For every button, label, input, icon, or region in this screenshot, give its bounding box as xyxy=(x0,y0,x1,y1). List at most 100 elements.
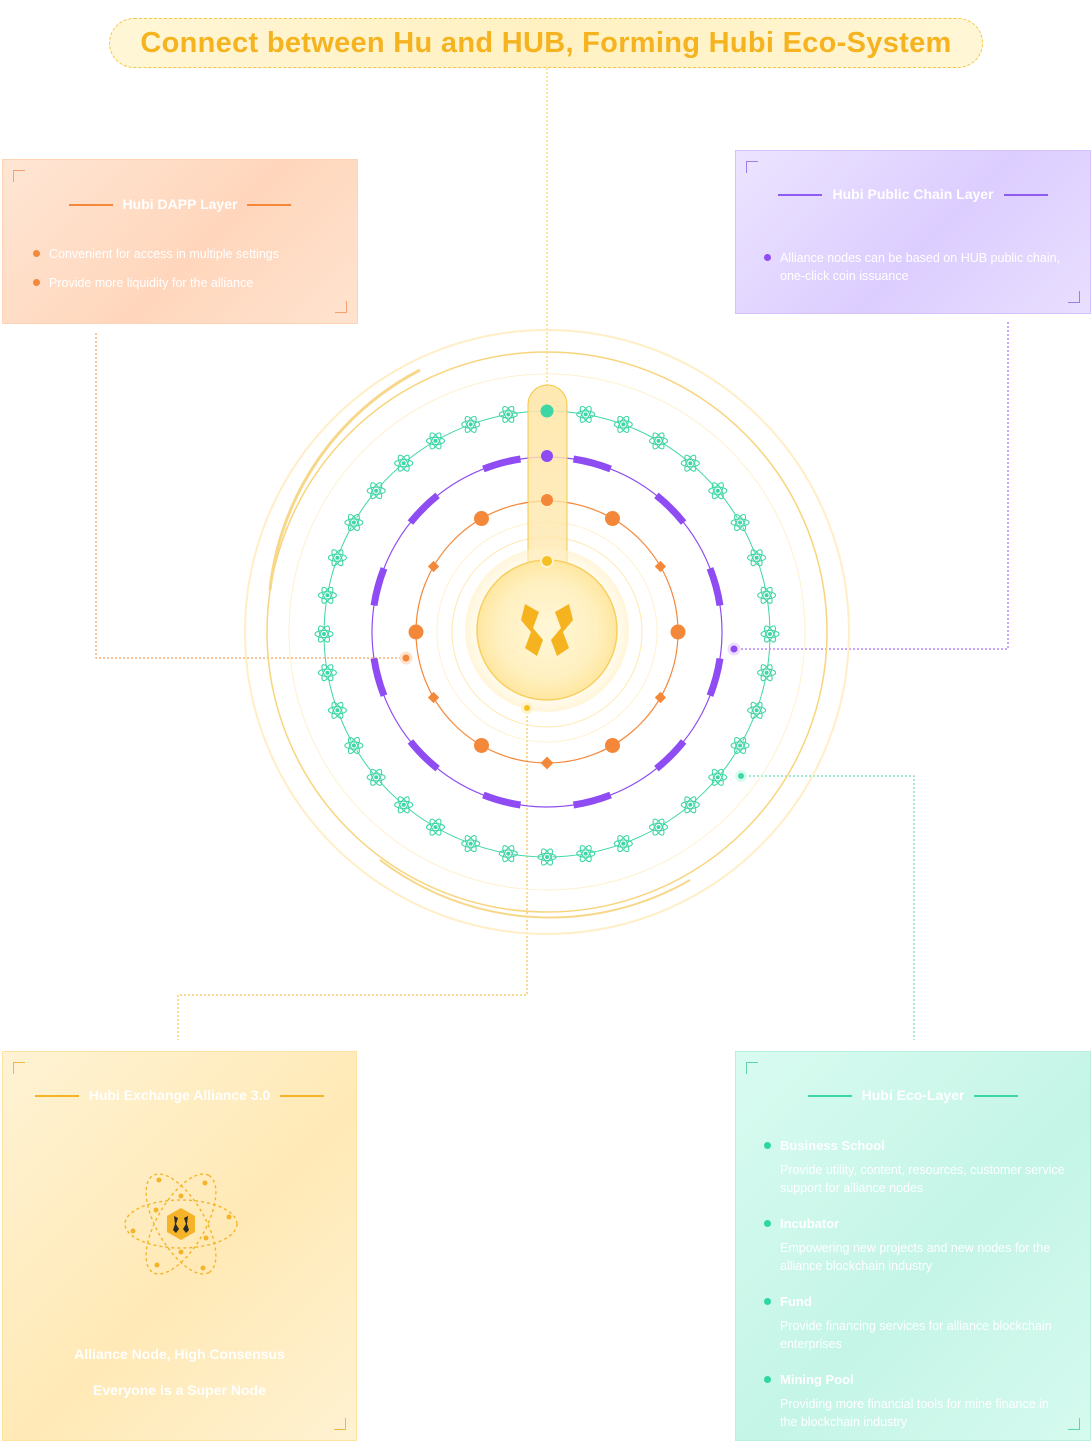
connector-eco xyxy=(741,775,915,1040)
exchange-alliance-title: Hubi Exchange Alliance 3.0 xyxy=(88,1087,271,1103)
list-item: Convenient for access in multiple settin… xyxy=(33,245,343,263)
corner-bracket xyxy=(746,1062,758,1074)
dapp-layer-heading: Hubi DAPP Layer xyxy=(3,196,357,212)
pillar-dot-teal xyxy=(540,404,554,418)
eco-layer-list: Business School Provide utility, content,… xyxy=(764,1137,1069,1431)
ring-atom-icon xyxy=(613,415,633,433)
heading-bar xyxy=(247,204,292,207)
connector-exchange xyxy=(177,708,528,1040)
ring-atom-icon xyxy=(461,835,481,853)
purple-segment xyxy=(482,791,522,809)
heading-bar xyxy=(280,1095,325,1098)
outer-halo-rings xyxy=(244,329,850,935)
endpoint-exchange xyxy=(521,702,533,714)
public-chain-layer-heading: Hubi Public Chain Layer xyxy=(736,186,1090,202)
exchange-alliance-card: Hubi Exchange Alliance 3.0 Alliance Node… xyxy=(2,1051,357,1441)
list-item: Alliance nodes can be based on HUB publi… xyxy=(764,249,1069,285)
list-item: Fund Provide financing services for allia… xyxy=(764,1293,1069,1353)
purple-segment xyxy=(407,492,440,525)
ring-atom-icon xyxy=(327,701,347,719)
corner-bracket xyxy=(1068,1418,1080,1430)
corner-bracket xyxy=(335,301,347,313)
bullet-dot xyxy=(33,279,40,286)
bullet-dot xyxy=(764,1298,771,1305)
bullet-dot xyxy=(764,1220,771,1227)
purple-segment xyxy=(654,739,687,772)
page-title: Connect between Hu and HUB, Forming Hubi… xyxy=(109,18,983,68)
pillar-dot-orange xyxy=(541,494,553,506)
page-title-text: Connect between Hu and HUB, Forming Hubi… xyxy=(140,27,952,59)
pillar-dot-purple xyxy=(541,450,553,462)
purple-segment xyxy=(572,455,612,473)
ring-atom-icon xyxy=(708,482,728,500)
list-item: Mining Pool Providing more financial tool… xyxy=(764,1371,1069,1431)
orange-diamond xyxy=(654,560,667,573)
heading-bar xyxy=(1003,194,1048,197)
dapp-layer-title: Hubi DAPP Layer xyxy=(122,196,238,212)
bullet-dot xyxy=(33,250,40,257)
heading-bar xyxy=(68,204,113,207)
orange-node xyxy=(474,737,489,753)
ring-atom-icon xyxy=(760,625,780,643)
ring-atom-icon xyxy=(317,586,337,604)
public-chain-layer-card: Hubi Public Chain Layer Alliance nodes c… xyxy=(735,150,1091,314)
ring-atom-icon xyxy=(327,549,347,567)
purple-segment xyxy=(654,492,687,525)
ring-atom-icon xyxy=(648,432,669,450)
core-disc xyxy=(476,559,618,701)
bullet-dot xyxy=(764,1142,771,1149)
ring-atom-icon xyxy=(648,818,669,836)
orange-node xyxy=(605,737,620,753)
eco-layer-heading: Hubi Eco-Layer xyxy=(736,1087,1090,1103)
dapp-layer-card: Hubi DAPP Layer Convenient for access in… xyxy=(2,159,358,324)
ring-atom-icon xyxy=(498,845,518,863)
atom-icon xyxy=(124,1173,238,1275)
orange-node xyxy=(408,624,424,640)
purple-segment xyxy=(370,567,388,607)
ring-atom-icon xyxy=(680,796,700,814)
bullet-dot xyxy=(764,254,771,261)
ring-atom-icon xyxy=(314,625,334,643)
ring-atom-icon xyxy=(747,549,767,567)
ring-atom-icon xyxy=(344,513,364,532)
purple-segment xyxy=(706,567,724,607)
list-item: Provide more liquidity for the alliance xyxy=(33,274,343,292)
heading-bar xyxy=(807,1095,852,1098)
list-item: Incubator Empowering new projects and new… xyxy=(764,1215,1069,1275)
ring-atom-icon xyxy=(394,796,414,814)
pillar-dot-gold xyxy=(540,554,554,568)
ring-atom-icon xyxy=(576,845,596,863)
ring-atom-icon xyxy=(730,513,750,532)
ring-atom-icon xyxy=(394,454,414,472)
corner-bracket xyxy=(13,170,25,182)
purple-segment xyxy=(407,739,440,772)
endpoint-eco xyxy=(735,770,747,782)
corner-bracket xyxy=(1068,291,1080,303)
orange-diamond xyxy=(427,691,440,704)
corner-bracket xyxy=(13,1062,25,1074)
ring-atom-icon xyxy=(680,454,700,472)
purple-segment-ring xyxy=(370,455,724,809)
dapp-layer-list: Convenient for access in multiple settin… xyxy=(33,245,343,292)
heading-bar xyxy=(34,1095,79,1098)
purple-segment xyxy=(706,657,724,697)
public-chain-layer-title: Hubi Public Chain Layer xyxy=(832,186,994,202)
endpoint-chain xyxy=(727,642,741,656)
public-chain-layer-list: Alliance nodes can be based on HUB publi… xyxy=(764,249,1069,285)
ring-atom-icon xyxy=(461,415,481,433)
list-item: Business School Provide utility, content,… xyxy=(764,1137,1069,1197)
orange-node xyxy=(605,511,620,527)
orange-node xyxy=(474,511,489,527)
ring-atom-icon xyxy=(708,768,728,786)
ring-atom-icon xyxy=(425,432,446,450)
ring-atom-icon xyxy=(537,848,557,866)
ring-atom-icon xyxy=(425,818,446,836)
eco-layer-card: Hubi Eco-Layer Business School Provide ut… xyxy=(735,1051,1091,1441)
orange-diamond xyxy=(427,560,440,573)
corner-bracket xyxy=(334,1418,346,1430)
connector-dapp xyxy=(95,333,404,659)
ring-atom-icon xyxy=(757,664,777,682)
ring-atom-icon xyxy=(730,736,750,755)
ring-atom-icon xyxy=(317,664,337,682)
